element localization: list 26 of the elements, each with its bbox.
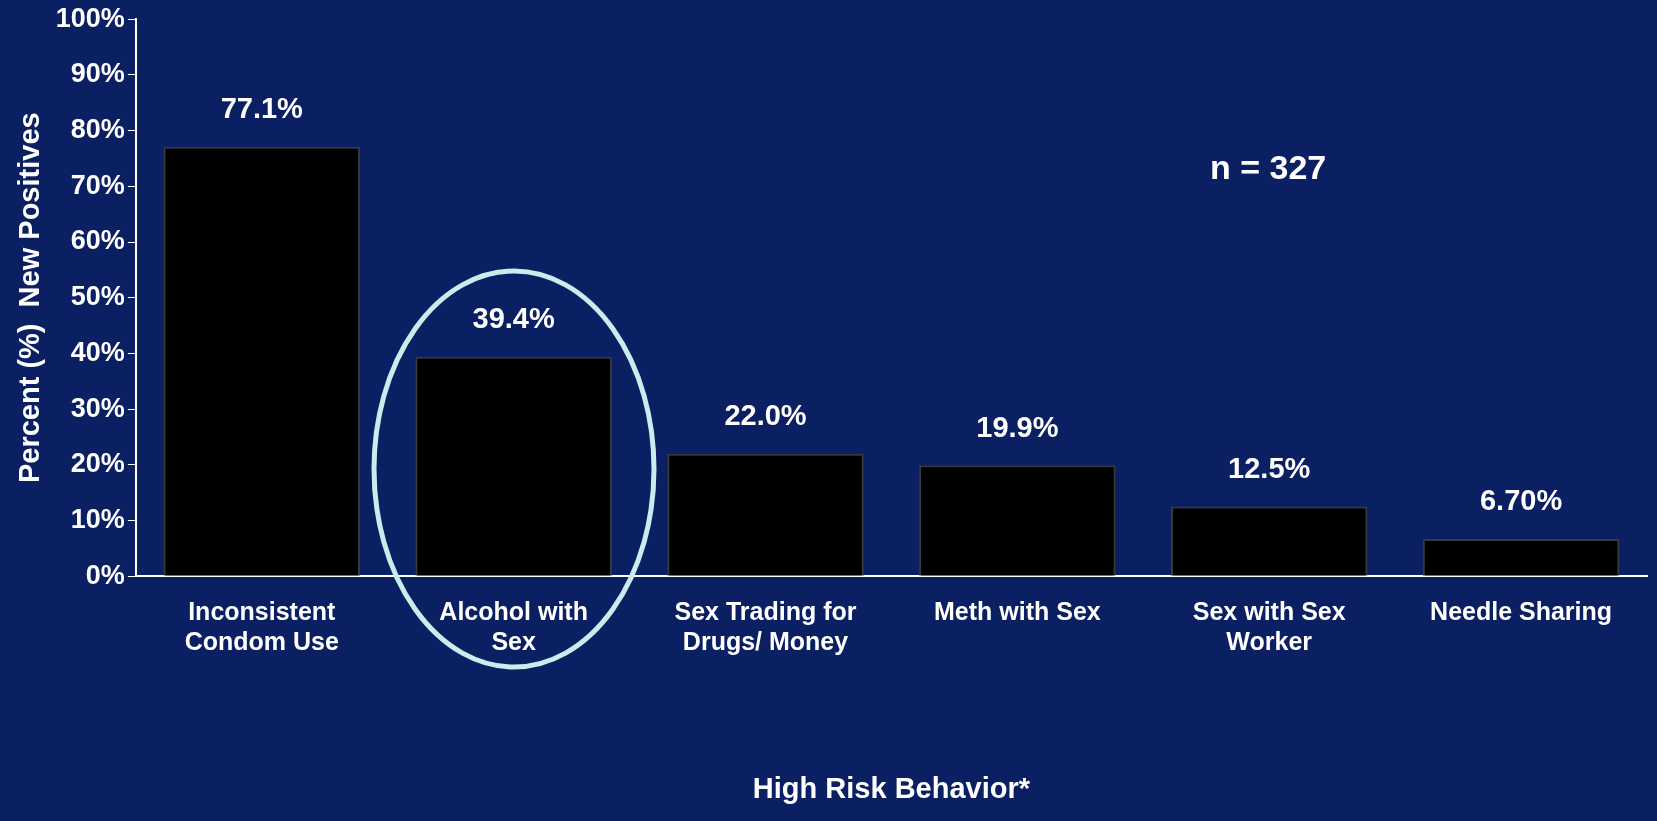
x-tick-label: Sex Trading for Drugs/ Money xyxy=(674,597,857,656)
y-axis-title: Percent (%) New Positives xyxy=(13,112,46,484)
y-tick-label: 10% xyxy=(70,503,125,534)
data-label: 39.4% xyxy=(472,302,555,335)
x-tick-label: Sex with Sex Worker xyxy=(1192,597,1346,656)
y-tick-label: 0% xyxy=(85,559,125,590)
y-tick-label: 60% xyxy=(70,225,125,256)
y-tick-label: 20% xyxy=(70,448,125,479)
x-tick-label: Meth with Sex xyxy=(934,597,1101,626)
x-axis-title: High Risk Behavior* xyxy=(752,771,1031,804)
data-label: 22.0% xyxy=(724,399,807,432)
y-tick-label: 40% xyxy=(70,336,125,367)
y-tick-label: 50% xyxy=(70,281,125,312)
x-tick-label: Needle Sharing xyxy=(1430,597,1613,626)
data-label: 77.1% xyxy=(220,92,304,125)
data-label: 19.9% xyxy=(976,410,1059,443)
y-tick-label: 90% xyxy=(70,58,125,89)
data-label: 6.70% xyxy=(1479,484,1563,517)
y-tick-label: 70% xyxy=(70,169,125,200)
y-tick-label: 80% xyxy=(70,114,125,145)
y-tick-label: 30% xyxy=(70,392,125,423)
y-tick-label: 100% xyxy=(55,2,125,33)
data-label: 12.5% xyxy=(1228,452,1311,485)
x-tick-label: Inconsistent Condom Use xyxy=(184,597,339,656)
annotation: n = 327 xyxy=(1210,148,1327,187)
x-tick-label: Alcohol with Sex xyxy=(439,597,588,656)
